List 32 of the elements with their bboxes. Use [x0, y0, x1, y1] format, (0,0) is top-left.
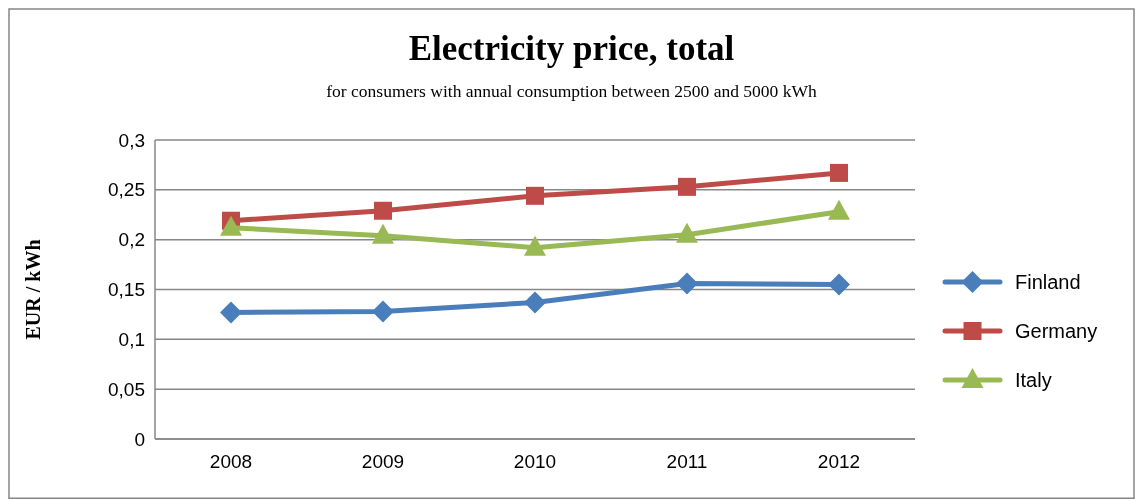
y-tick-label: 0,15: [108, 279, 145, 301]
x-tick-label: 2010: [513, 450, 557, 472]
point: [678, 177, 696, 196]
x-tick-label: 2009: [361, 450, 405, 472]
y-tick-label: 0,25: [108, 179, 145, 201]
point: [828, 273, 850, 296]
y-tick-label: 0: [134, 428, 145, 450]
y-tick-label: 0,05: [108, 378, 145, 400]
point: [676, 272, 698, 295]
x-tick-label: 2008: [209, 450, 253, 472]
point: [830, 163, 848, 182]
point: [526, 186, 544, 205]
legend-label: Finland: [1015, 271, 1081, 293]
y-axis-title: EUR / kWh: [22, 239, 44, 340]
x-tick-label: 2011: [666, 450, 708, 472]
point: [372, 300, 394, 323]
point: [374, 201, 392, 220]
point: [524, 291, 546, 314]
legend-label: Germany: [1015, 320, 1098, 342]
point: [524, 235, 546, 256]
y-tick-label: 0,2: [118, 229, 145, 251]
legend-label: Italy: [1015, 369, 1052, 391]
point: [676, 222, 698, 243]
chart-subtitle: for consumers with annual consumption between 2500 and 5000 kWh: [326, 81, 817, 101]
point: [220, 215, 242, 236]
point: [372, 223, 394, 244]
y-tick-label: 0,3: [118, 129, 145, 151]
point: [828, 199, 850, 220]
point: [220, 301, 242, 324]
x-tick-label: 2012: [817, 450, 861, 472]
y-tick-label: 0,1: [118, 328, 145, 350]
chart-title: Electricity price, total: [408, 29, 735, 68]
